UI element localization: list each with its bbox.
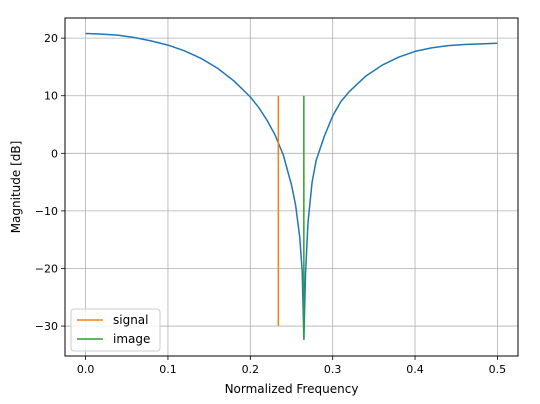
x-tick-label: 0.5 [489,363,507,376]
series-layer [85,32,498,341]
x-tick-label: 0.0 [77,363,95,376]
legend: signal image [70,308,161,352]
x-axis-label: Normalized Frequency [225,382,359,396]
y-tick-label: 0 [51,147,58,160]
y-tick-label: −10 [35,205,58,218]
y-tick-label: −20 [35,262,58,275]
legend-signal-label: signal [113,313,149,327]
y-tick-label: 20 [44,32,58,45]
x-tick-label: 0.4 [406,363,424,376]
x-tick-label: 0.3 [324,363,342,376]
x-tick-label: 0.2 [242,363,260,376]
y-tick-label: −30 [35,320,58,333]
y-axis-label: Magnitude [dB] [9,141,23,234]
x-tick-label: 0.1 [159,363,177,376]
legend-image-label: image [113,332,150,346]
ticks-layer: 0.0 0.1 0.2 0.3 0.4 0.5 20 10 0 −10 −20 −30 [35,32,506,376]
plot-area-frame [64,17,519,357]
y-tick-label: 10 [44,90,58,103]
magnitude-response-line [85,32,498,341]
